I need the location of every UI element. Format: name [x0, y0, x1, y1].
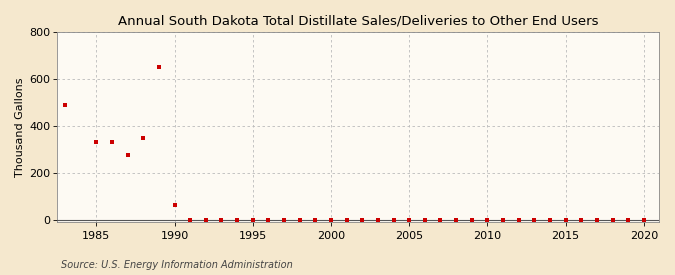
Point [232, 218, 242, 222]
Point [466, 218, 477, 222]
Point [153, 65, 164, 69]
Point [545, 218, 556, 222]
Point [263, 218, 274, 222]
Point [325, 218, 336, 222]
Point [607, 218, 618, 222]
Point [404, 218, 414, 222]
Point [216, 218, 227, 222]
Point [529, 218, 540, 222]
Point [560, 218, 571, 222]
Point [107, 140, 117, 145]
Point [373, 218, 383, 222]
Point [294, 218, 305, 222]
Point [91, 140, 102, 145]
Point [513, 218, 524, 222]
Point [576, 218, 587, 222]
Point [342, 218, 352, 222]
Point [623, 218, 634, 222]
Point [451, 218, 462, 222]
Point [138, 136, 148, 140]
Point [435, 218, 446, 222]
Point [169, 203, 180, 207]
Point [310, 218, 321, 222]
Point [357, 218, 368, 222]
Point [497, 218, 508, 222]
Point [591, 218, 602, 222]
Point [200, 218, 211, 222]
Point [482, 218, 493, 222]
Point [419, 218, 430, 222]
Point [122, 153, 133, 158]
Y-axis label: Thousand Gallons: Thousand Gallons [15, 78, 25, 177]
Point [388, 218, 399, 222]
Point [279, 218, 290, 222]
Text: Source: U.S. Energy Information Administration: Source: U.S. Energy Information Administ… [61, 260, 292, 270]
Title: Annual South Dakota Total Distillate Sales/Deliveries to Other End Users: Annual South Dakota Total Distillate Sal… [118, 15, 599, 28]
Point [185, 218, 196, 222]
Point [639, 218, 649, 222]
Point [59, 103, 70, 107]
Point [247, 218, 258, 222]
